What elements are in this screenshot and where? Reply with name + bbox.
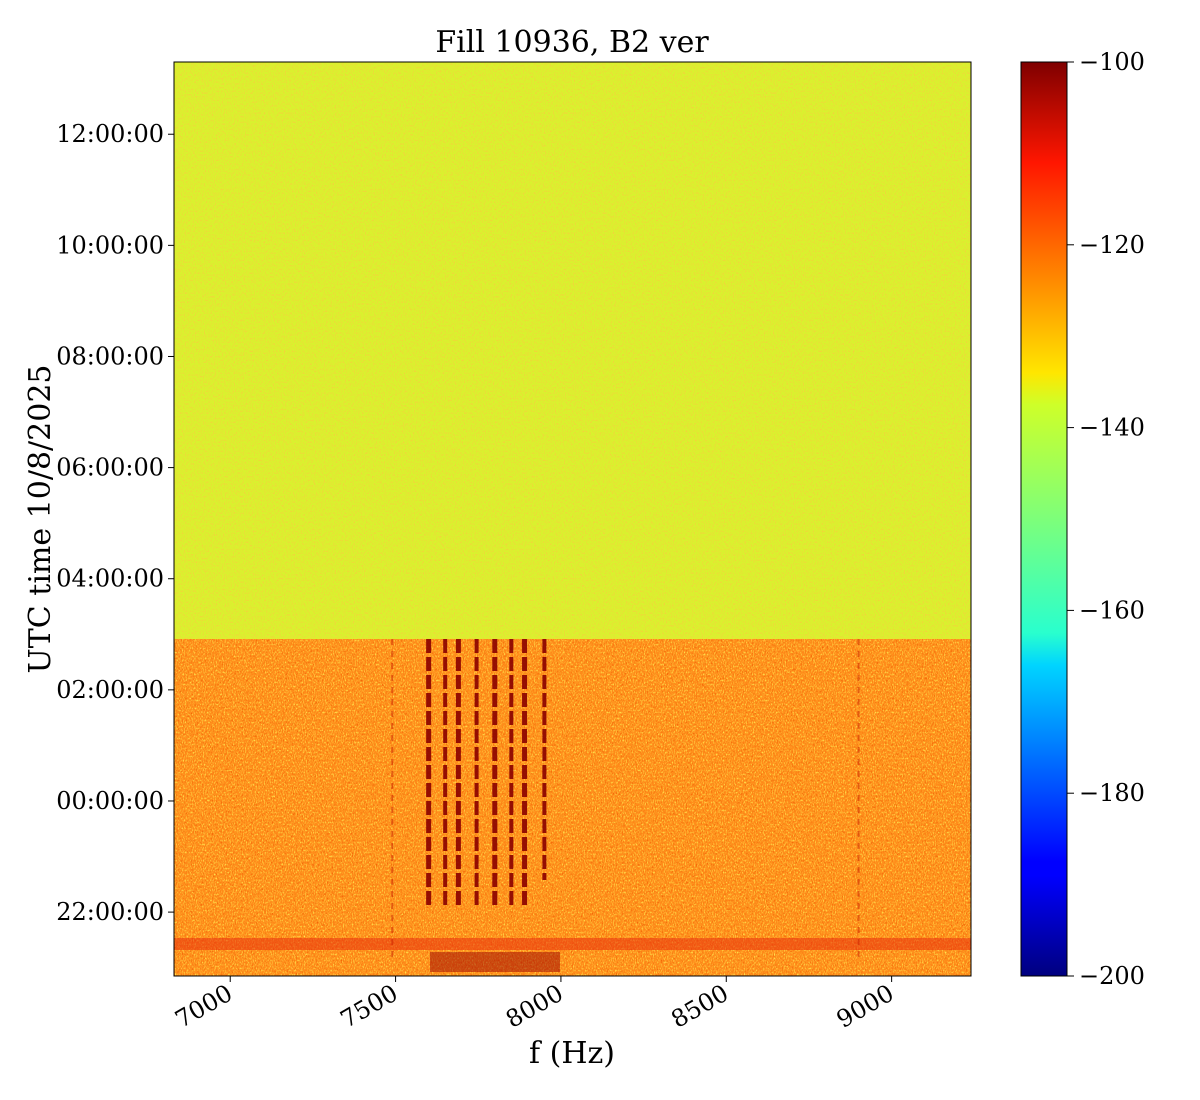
y-tick-label: 22:00:00 bbox=[56, 898, 164, 926]
y-tick-label: 02:00:00 bbox=[56, 676, 164, 704]
injection-band bbox=[174, 938, 971, 950]
colorbar-tick-label: −160 bbox=[1079, 596, 1145, 624]
y-tick-label: 06:00:00 bbox=[56, 454, 164, 482]
y-axis-label: UTC time 10/8/2025 bbox=[23, 365, 58, 674]
plot-area bbox=[173, 61, 972, 977]
colorbar-tick-label: −120 bbox=[1079, 231, 1145, 259]
y-tick-label: 08:00:00 bbox=[56, 342, 164, 370]
colorbar-tick-label: −200 bbox=[1079, 962, 1145, 990]
y-tick-label: 10:00:00 bbox=[56, 231, 164, 259]
colorbar-frame bbox=[1020, 61, 1068, 977]
colorbar: −100 −120 −140 −160 −180 −200 bbox=[1020, 48, 1145, 990]
y-tick-label: 00:00:00 bbox=[56, 787, 164, 815]
y-axis: 22:00:00 00:00:00 02:00:00 04:00:00 06:00:00… bbox=[56, 120, 174, 926]
colorbar-ticks: −100 −120 −140 −160 −180 −200 bbox=[1067, 48, 1145, 990]
x-tick-label: 7000 bbox=[170, 979, 237, 1034]
region-after-dump-noise bbox=[174, 62, 971, 639]
y-tick-label: 04:00:00 bbox=[56, 565, 164, 593]
y-tick-label: 12:00:00 bbox=[56, 120, 164, 148]
colorbar-tick-label: −100 bbox=[1079, 48, 1145, 76]
colorbar-gradient bbox=[1021, 62, 1067, 976]
x-axis: 7000 7500 8000 8500 9000 bbox=[170, 976, 899, 1034]
x-tick-label: 9000 bbox=[832, 979, 899, 1034]
injection-band-dark bbox=[430, 952, 560, 972]
colorbar-tick-label: −140 bbox=[1079, 414, 1145, 442]
x-tick-label: 8500 bbox=[666, 979, 733, 1034]
chart-title: Fill 10936, B2 ver bbox=[435, 25, 709, 60]
plot-frame bbox=[173, 61, 972, 977]
region-during-fill-noise-red bbox=[174, 639, 971, 976]
x-tick-label: 8000 bbox=[501, 979, 568, 1034]
spectral-lines bbox=[391, 639, 860, 960]
x-tick-label: 7500 bbox=[336, 979, 403, 1034]
x-axis-label: f (Hz) bbox=[529, 1036, 615, 1071]
colorbar-tick-label: −180 bbox=[1079, 779, 1145, 807]
